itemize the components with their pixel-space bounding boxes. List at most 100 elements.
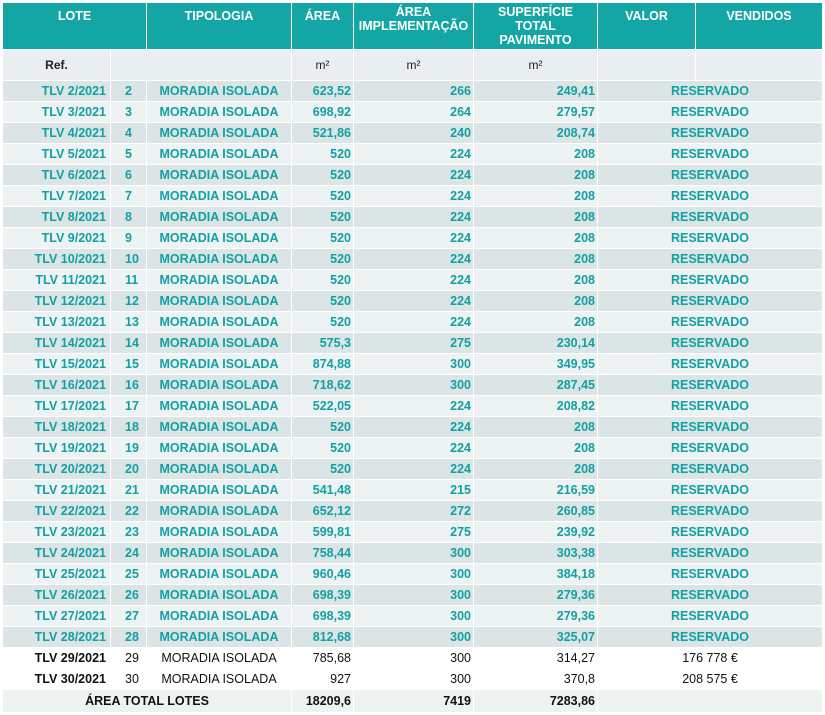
status-cell: RESERVADO (597, 248, 823, 270)
area-cell: 960,46 (291, 563, 354, 585)
tipologia-cell: MORADIA ISOLADA (146, 521, 292, 543)
status-cell: RESERVADO (597, 395, 823, 417)
superficie-cell: 279,36 (473, 584, 598, 606)
table-row: TLV 12/2021 12 MORADIA ISOLADA 520 224 208 RES… (2, 290, 823, 312)
status-cell: RESERVADO (597, 80, 823, 102)
area-cell: 520 (291, 185, 354, 207)
implementacao-cell: 275 (353, 332, 474, 354)
unit-valor-empty (597, 49, 696, 81)
lote-number-cell: 22 (110, 500, 147, 522)
total-empty (597, 689, 823, 713)
area-cell: 521,86 (291, 122, 354, 144)
superficie-cell: 260,85 (473, 500, 598, 522)
header-valor: VALOR (597, 2, 696, 50)
lote-cell: TLV 19/2021 (2, 437, 111, 459)
lote-number-cell: 27 (110, 605, 147, 627)
lote-number-cell: 19 (110, 437, 147, 459)
header-row: LOTE TIPOLOGIA ÁREA ÁREA IMPLEMENTAÇÃO S… (2, 2, 823, 50)
lote-number-cell: 18 (110, 416, 147, 438)
table-row: TLV 8/2021 8 MORADIA ISOLADA 520 224 208 RESER… (2, 206, 823, 228)
area-cell: 520 (291, 416, 354, 438)
area-cell: 698,92 (291, 101, 354, 123)
implementacao-cell: 300 (353, 353, 474, 375)
superficie-cell: 279,36 (473, 605, 598, 627)
tipologia-cell: MORADIA ISOLADA (146, 101, 292, 123)
lote-number-cell: 14 (110, 332, 147, 354)
superficie-cell: 208 (473, 311, 598, 333)
table-row: TLV 18/2021 18 MORADIA ISOLADA 520 224 208 RES… (2, 416, 823, 438)
status-cell: RESERVADO (597, 269, 823, 291)
area-cell: 758,44 (291, 542, 354, 564)
tipologia-cell: MORADIA ISOLADA (146, 143, 292, 165)
tipologia-cell: MORADIA ISOLADA (146, 227, 292, 249)
tipologia-cell: MORADIA ISOLADA (146, 353, 292, 375)
total-implementacao: 7419 (353, 689, 474, 713)
implementacao-cell: 224 (353, 206, 474, 228)
tipologia-cell: MORADIA ISOLADA (146, 206, 292, 228)
lote-cell: TLV 26/2021 (2, 584, 111, 606)
table-row: TLV 27/2021 27 MORADIA ISOLADA 698,39 300 279… (2, 605, 823, 627)
area-cell: 520 (291, 227, 354, 249)
superficie-cell: 208 (473, 227, 598, 249)
area-cell: 575,3 (291, 332, 354, 354)
superficie-cell: 208 (473, 143, 598, 165)
superficie-cell: 208 (473, 164, 598, 186)
lote-number-cell: 29 (110, 647, 147, 669)
superficie-cell: 208 (473, 248, 598, 270)
superficie-cell: 384,18 (473, 563, 598, 585)
header-implementacao: ÁREA IMPLEMENTAÇÃO (353, 2, 474, 50)
lote-number-cell: 23 (110, 521, 147, 543)
table-row: TLV 26/2021 26 MORADIA ISOLADA 698,39 300 279… (2, 584, 823, 606)
lote-cell: TLV 2/2021 (2, 80, 111, 102)
superficie-cell: 287,45 (473, 374, 598, 396)
implementacao-cell: 300 (353, 647, 474, 669)
lote-number-cell: 12 (110, 290, 147, 312)
status-cell: 176 778 € (597, 647, 823, 669)
area-cell: 812,68 (291, 626, 354, 648)
unit-superficie: m² (473, 49, 598, 81)
superficie-cell: 230,14 (473, 332, 598, 354)
status-cell: RESERVADO (597, 164, 823, 186)
superficie-cell: 208 (473, 185, 598, 207)
area-cell: 698,39 (291, 584, 354, 606)
lote-cell: TLV 6/2021 (2, 164, 111, 186)
lote-cell: TLV 25/2021 (2, 563, 111, 585)
table-row: TLV 17/2021 17 MORADIA ISOLADA 522,05 224 208… (2, 395, 823, 417)
lote-cell: TLV 27/2021 (2, 605, 111, 627)
area-cell: 520 (291, 143, 354, 165)
tipologia-cell: MORADIA ISOLADA (146, 626, 292, 648)
tipologia-cell: MORADIA ISOLADA (146, 311, 292, 333)
lote-cell: TLV 7/2021 (2, 185, 111, 207)
status-cell: RESERVADO (597, 458, 823, 480)
tipologia-cell: MORADIA ISOLADA (146, 437, 292, 459)
lote-number-cell: 6 (110, 164, 147, 186)
tipologia-cell: MORADIA ISOLADA (146, 395, 292, 417)
tipologia-cell: MORADIA ISOLADA (146, 668, 292, 690)
lote-cell: TLV 28/2021 (2, 626, 111, 648)
implementacao-cell: 300 (353, 374, 474, 396)
table-row: TLV 29/2021 29 MORADIA ISOLADA 785,68 300 314… (2, 647, 823, 669)
table-row: TLV 7/2021 7 MORADIA ISOLADA 520 224 208 RESER… (2, 185, 823, 207)
area-cell: 520 (291, 311, 354, 333)
implementacao-cell: 300 (353, 668, 474, 690)
status-cell: RESERVADO (597, 227, 823, 249)
superficie-cell: 208 (473, 206, 598, 228)
lote-number-cell: 4 (110, 122, 147, 144)
implementacao-cell: 224 (353, 458, 474, 480)
table-row: TLV 15/2021 15 MORADIA ISOLADA 874,88 300 349… (2, 353, 823, 375)
lote-cell: TLV 13/2021 (2, 311, 111, 333)
status-cell: RESERVADO (597, 416, 823, 438)
area-cell: 927 (291, 668, 354, 690)
implementacao-cell: 224 (353, 437, 474, 459)
tipologia-cell: MORADIA ISOLADA (146, 122, 292, 144)
unit-implementacao: m² (353, 49, 474, 81)
implementacao-cell: 272 (353, 500, 474, 522)
lote-number-cell: 10 (110, 248, 147, 270)
table-row: TLV 23/2021 23 MORADIA ISOLADA 599,81 275 239… (2, 521, 823, 543)
lote-number-cell: 5 (110, 143, 147, 165)
tipologia-cell: MORADIA ISOLADA (146, 269, 292, 291)
superficie-cell: 208 (473, 290, 598, 312)
table-row: TLV 6/2021 6 MORADIA ISOLADA 520 224 208 RESER… (2, 164, 823, 186)
implementacao-cell: 275 (353, 521, 474, 543)
